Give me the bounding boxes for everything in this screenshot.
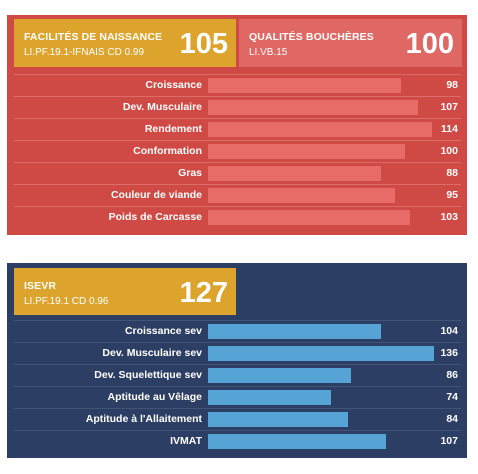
indicator-track <box>208 346 436 361</box>
indicator-track <box>208 434 436 449</box>
indicator-bar <box>208 100 418 115</box>
indicator-label: Gras <box>178 167 202 179</box>
indicator-value: 100 <box>440 145 458 157</box>
indicator-value: 114 <box>441 123 458 135</box>
indicator-track <box>208 122 436 137</box>
facilites-naissance-title: FACILITÉS DE NAISSANCE <box>24 31 163 43</box>
isevr-panel: ISEVR LI.PF.19.1 CD 0.96 127 Croissance … <box>7 263 467 458</box>
indicator-row: Croissance 98 <box>14 74 461 96</box>
indicator-bar <box>208 166 381 181</box>
indicator-row: Dev. Musculaire sev 136 <box>14 342 461 364</box>
indicator-label: Croissance sev <box>124 325 202 337</box>
indicator-label: Aptitude à l'Allaitement <box>85 413 202 425</box>
indicator-track <box>208 390 436 405</box>
indicator-bar <box>208 210 410 225</box>
indicator-label: IVMAT <box>170 435 202 447</box>
facilites-naissance-box: FACILITÉS DE NAISSANCE LI.PF.19.1-IFNAIS… <box>14 19 236 67</box>
indicator-track <box>208 166 436 181</box>
boucherie-panel: FACILITÉS DE NAISSANCE LI.PF.19.1-IFNAIS… <box>7 15 467 235</box>
indicator-row: Aptitude au Vêlage 74 <box>14 386 461 408</box>
indicator-row: Couleur de viande 95 <box>14 184 461 206</box>
indicator-value: 107 <box>440 435 458 447</box>
indicator-track <box>208 100 436 115</box>
indicator-label: Dev. Musculaire <box>122 101 202 113</box>
indicator-label: Couleur de viande <box>110 189 202 201</box>
indicator-bar <box>208 78 401 93</box>
indicator-row: IVMAT 107 <box>14 430 461 452</box>
indicator-label: Dev. Squelettique sev <box>94 369 202 381</box>
indicator-track <box>208 144 436 159</box>
indicator-bar <box>208 324 381 339</box>
indicator-bar <box>208 434 386 449</box>
qualites-boucheres-score: 100 <box>405 28 454 60</box>
indicator-value: 104 <box>440 325 458 337</box>
indicator-track <box>208 324 436 339</box>
indicator-track <box>208 188 436 203</box>
isevr-box: ISEVR LI.PF.19.1 CD 0.96 127 <box>14 268 236 315</box>
indicator-bar <box>208 390 331 405</box>
indicator-value: 74 <box>446 391 458 403</box>
indicator-row: Gras 88 <box>14 162 461 184</box>
indicator-bar <box>208 122 432 137</box>
indicator-value: 103 <box>440 211 458 223</box>
indicator-track <box>208 210 436 225</box>
indicator-bar <box>208 368 351 383</box>
qualites-boucheres-box: QUALITÉS BOUCHÈRES LI.VB.15 100 <box>239 19 462 67</box>
indicator-bar <box>208 144 405 159</box>
indicator-row: Aptitude à l'Allaitement 84 <box>14 408 461 430</box>
boucherie-rows: Croissance 98 Dev. Musculaire 107 Rendement 1… <box>14 74 461 228</box>
indicator-label: Aptitude au Vêlage <box>107 391 202 403</box>
indicator-value: 86 <box>446 369 458 381</box>
indicator-value: 107 <box>440 101 458 113</box>
indicator-track <box>208 78 436 93</box>
indicator-track <box>208 368 436 383</box>
isevr-rows: Croissance sev 104 Dev. Musculaire sev 136 D… <box>14 320 461 452</box>
indicator-track <box>208 412 436 427</box>
indicator-row: Dev. Musculaire 107 <box>14 96 461 118</box>
indicator-label: Rendement <box>144 123 202 135</box>
qualites-boucheres-title: QUALITÉS BOUCHÈRES <box>249 31 374 43</box>
indicator-value: 88 <box>446 167 458 179</box>
indicator-value: 98 <box>446 79 458 91</box>
indicator-value: 95 <box>446 189 458 201</box>
isevr-title: ISEVR <box>24 280 57 292</box>
qualites-boucheres-ref: LI.VB.15 <box>249 47 288 58</box>
indicator-bar <box>208 412 348 427</box>
indicator-label: Conformation <box>133 145 202 157</box>
indicator-value: 136 <box>440 347 458 359</box>
indicator-row: Dev. Squelettique sev 86 <box>14 364 461 386</box>
indicator-row: Croissance sev 104 <box>14 320 461 342</box>
facilites-naissance-score: 105 <box>179 28 228 60</box>
indicator-row: Poids de Carcasse 103 <box>14 206 461 228</box>
indicator-row: Conformation 100 <box>14 140 461 162</box>
indicator-label: Dev. Musculaire sev <box>102 347 202 359</box>
isevr-score: 127 <box>179 277 228 309</box>
indicator-label: Croissance <box>145 79 202 91</box>
indicator-bar <box>208 346 434 361</box>
indicator-bar <box>208 188 395 203</box>
indicator-value: 84 <box>446 413 458 425</box>
isevr-ref: LI.PF.19.1 CD 0.96 <box>24 296 109 307</box>
indicator-label: Poids de Carcasse <box>108 211 202 223</box>
facilites-naissance-ref: LI.PF.19.1-IFNAIS CD 0.99 <box>24 47 145 58</box>
indicator-row: Rendement 114 <box>14 118 461 140</box>
